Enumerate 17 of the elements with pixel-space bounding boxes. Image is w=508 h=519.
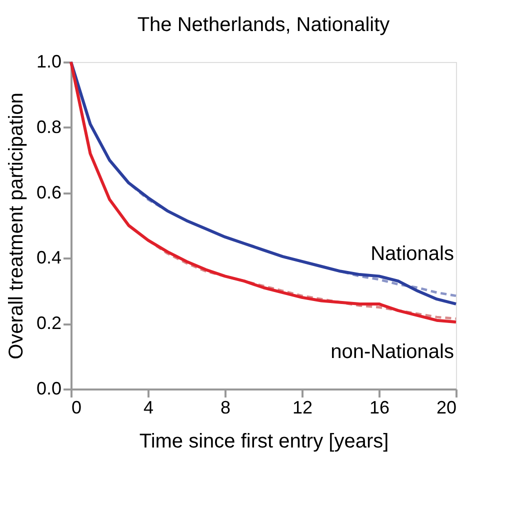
y-tick-label: 0.2: [36, 313, 62, 334]
y-tick-label: 0.4: [36, 248, 62, 268]
x-tick-label: 20: [436, 398, 456, 418]
x-tick-label: 4: [143, 398, 154, 418]
series-label: Nationals: [370, 242, 454, 265]
x-tick-label: 16: [369, 398, 390, 418]
x-tick-label: 0: [72, 398, 82, 418]
y-tick-label: 1.0: [36, 52, 62, 72]
x-tick-label: 8: [220, 398, 231, 418]
y-tick-label: 0.8: [36, 116, 62, 137]
chart-title: The Netherlands, Nationality: [137, 14, 390, 36]
x-tick-label: 12: [292, 398, 313, 418]
y-tick-label: 0.6: [36, 182, 62, 202]
y-tick-label: 0.0: [36, 378, 62, 398]
series-label: non-Nationals: [330, 340, 454, 363]
x-axis-title: Time since first entry [years]: [139, 430, 389, 452]
y-axis-title: Overall treatment participation: [5, 92, 28, 360]
